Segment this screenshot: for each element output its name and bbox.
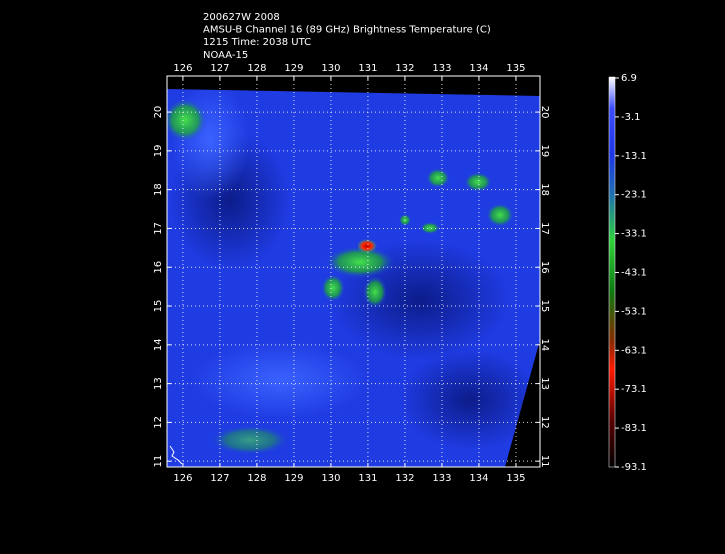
lat-label-left: 13 xyxy=(153,377,164,390)
lon-label-bottom: 132 xyxy=(395,473,414,484)
lat-label-left: 11 xyxy=(153,455,164,468)
colorbar-label: -53.1 xyxy=(621,306,647,317)
colorbar-ticks: 6.9 -3.1 -13.1 -23.1 -33.1 -43.1 -53.1 -63.1 -73… xyxy=(615,73,647,473)
colorbar-label: -63.1 xyxy=(621,345,647,356)
lat-label-right: 15 xyxy=(539,300,550,313)
colorbar-label: -73.1 xyxy=(621,384,647,395)
graticule xyxy=(167,76,540,467)
lat-label-left: 20 xyxy=(153,106,164,119)
colorbar-label: -13.1 xyxy=(621,151,647,162)
colorbar xyxy=(608,76,616,468)
lat-label-right: 13 xyxy=(539,377,550,390)
lon-label-bottom: 134 xyxy=(469,473,488,484)
colorbar-label: -93.1 xyxy=(621,462,647,473)
colorbar-label: -23.1 xyxy=(621,190,647,201)
lat-label-left: 14 xyxy=(153,338,164,351)
lon-label-bottom: 131 xyxy=(358,473,377,484)
title-line: 200627W 2008 xyxy=(203,12,280,23)
lat-label-right: 11 xyxy=(539,455,550,468)
map-frame xyxy=(166,75,541,468)
lat-label-left: 16 xyxy=(153,261,164,274)
title-line: NOAA-15 xyxy=(203,50,248,61)
lon-label-top: 132 xyxy=(395,63,414,74)
lat-label-left: 19 xyxy=(153,144,164,157)
lon-label-bottom: 129 xyxy=(284,473,303,484)
lon-label-top: 127 xyxy=(210,63,229,74)
colorbar-label: 6.9 xyxy=(621,73,637,84)
lon-label-bottom: 135 xyxy=(506,473,525,484)
lon-label-top: 131 xyxy=(358,63,377,74)
lat-label-right: 12 xyxy=(539,416,550,429)
lon-label-top: 133 xyxy=(432,63,451,74)
lat-label-left: 15 xyxy=(153,300,164,313)
title-line: AMSU-B Channel 16 (89 GHz) Brightness Te… xyxy=(203,25,491,36)
lat-label-right: 19 xyxy=(539,144,550,157)
lat-label-left: 18 xyxy=(153,183,164,196)
title-block: 200627W 2008 AMSU-B Channel 16 (89 GHz) B… xyxy=(203,12,491,61)
lat-label-right: 20 xyxy=(539,106,550,119)
lon-label-bottom: 133 xyxy=(432,473,451,484)
lat-label-left: 12 xyxy=(153,416,164,429)
lon-label-top: 134 xyxy=(469,63,488,74)
lat-label-right: 16 xyxy=(539,261,550,274)
lat-label-right: 14 xyxy=(539,338,550,351)
colorbar-label: -43.1 xyxy=(621,268,647,279)
title-line: 1215 Time: 2038 UTC xyxy=(203,37,311,48)
colorbar-label: -83.1 xyxy=(621,423,647,434)
lon-label-top: 129 xyxy=(284,63,303,74)
lat-label-left: 17 xyxy=(153,222,164,235)
lon-label-top: 130 xyxy=(321,63,340,74)
lat-label-right: 17 xyxy=(539,222,550,235)
lon-label-bottom: 126 xyxy=(173,473,192,484)
lon-label-top: 135 xyxy=(506,63,525,74)
lat-label-right: 18 xyxy=(539,183,550,196)
lon-label-bottom: 128 xyxy=(247,473,266,484)
lon-label-top: 128 xyxy=(247,63,266,74)
lon-label-bottom: 127 xyxy=(210,473,229,484)
brightness-image xyxy=(167,89,540,467)
lon-label-bottom: 130 xyxy=(321,473,340,484)
lon-label-top: 126 xyxy=(173,63,192,74)
colorbar-label: -3.1 xyxy=(621,112,641,123)
colorbar-label: -33.1 xyxy=(621,229,647,240)
